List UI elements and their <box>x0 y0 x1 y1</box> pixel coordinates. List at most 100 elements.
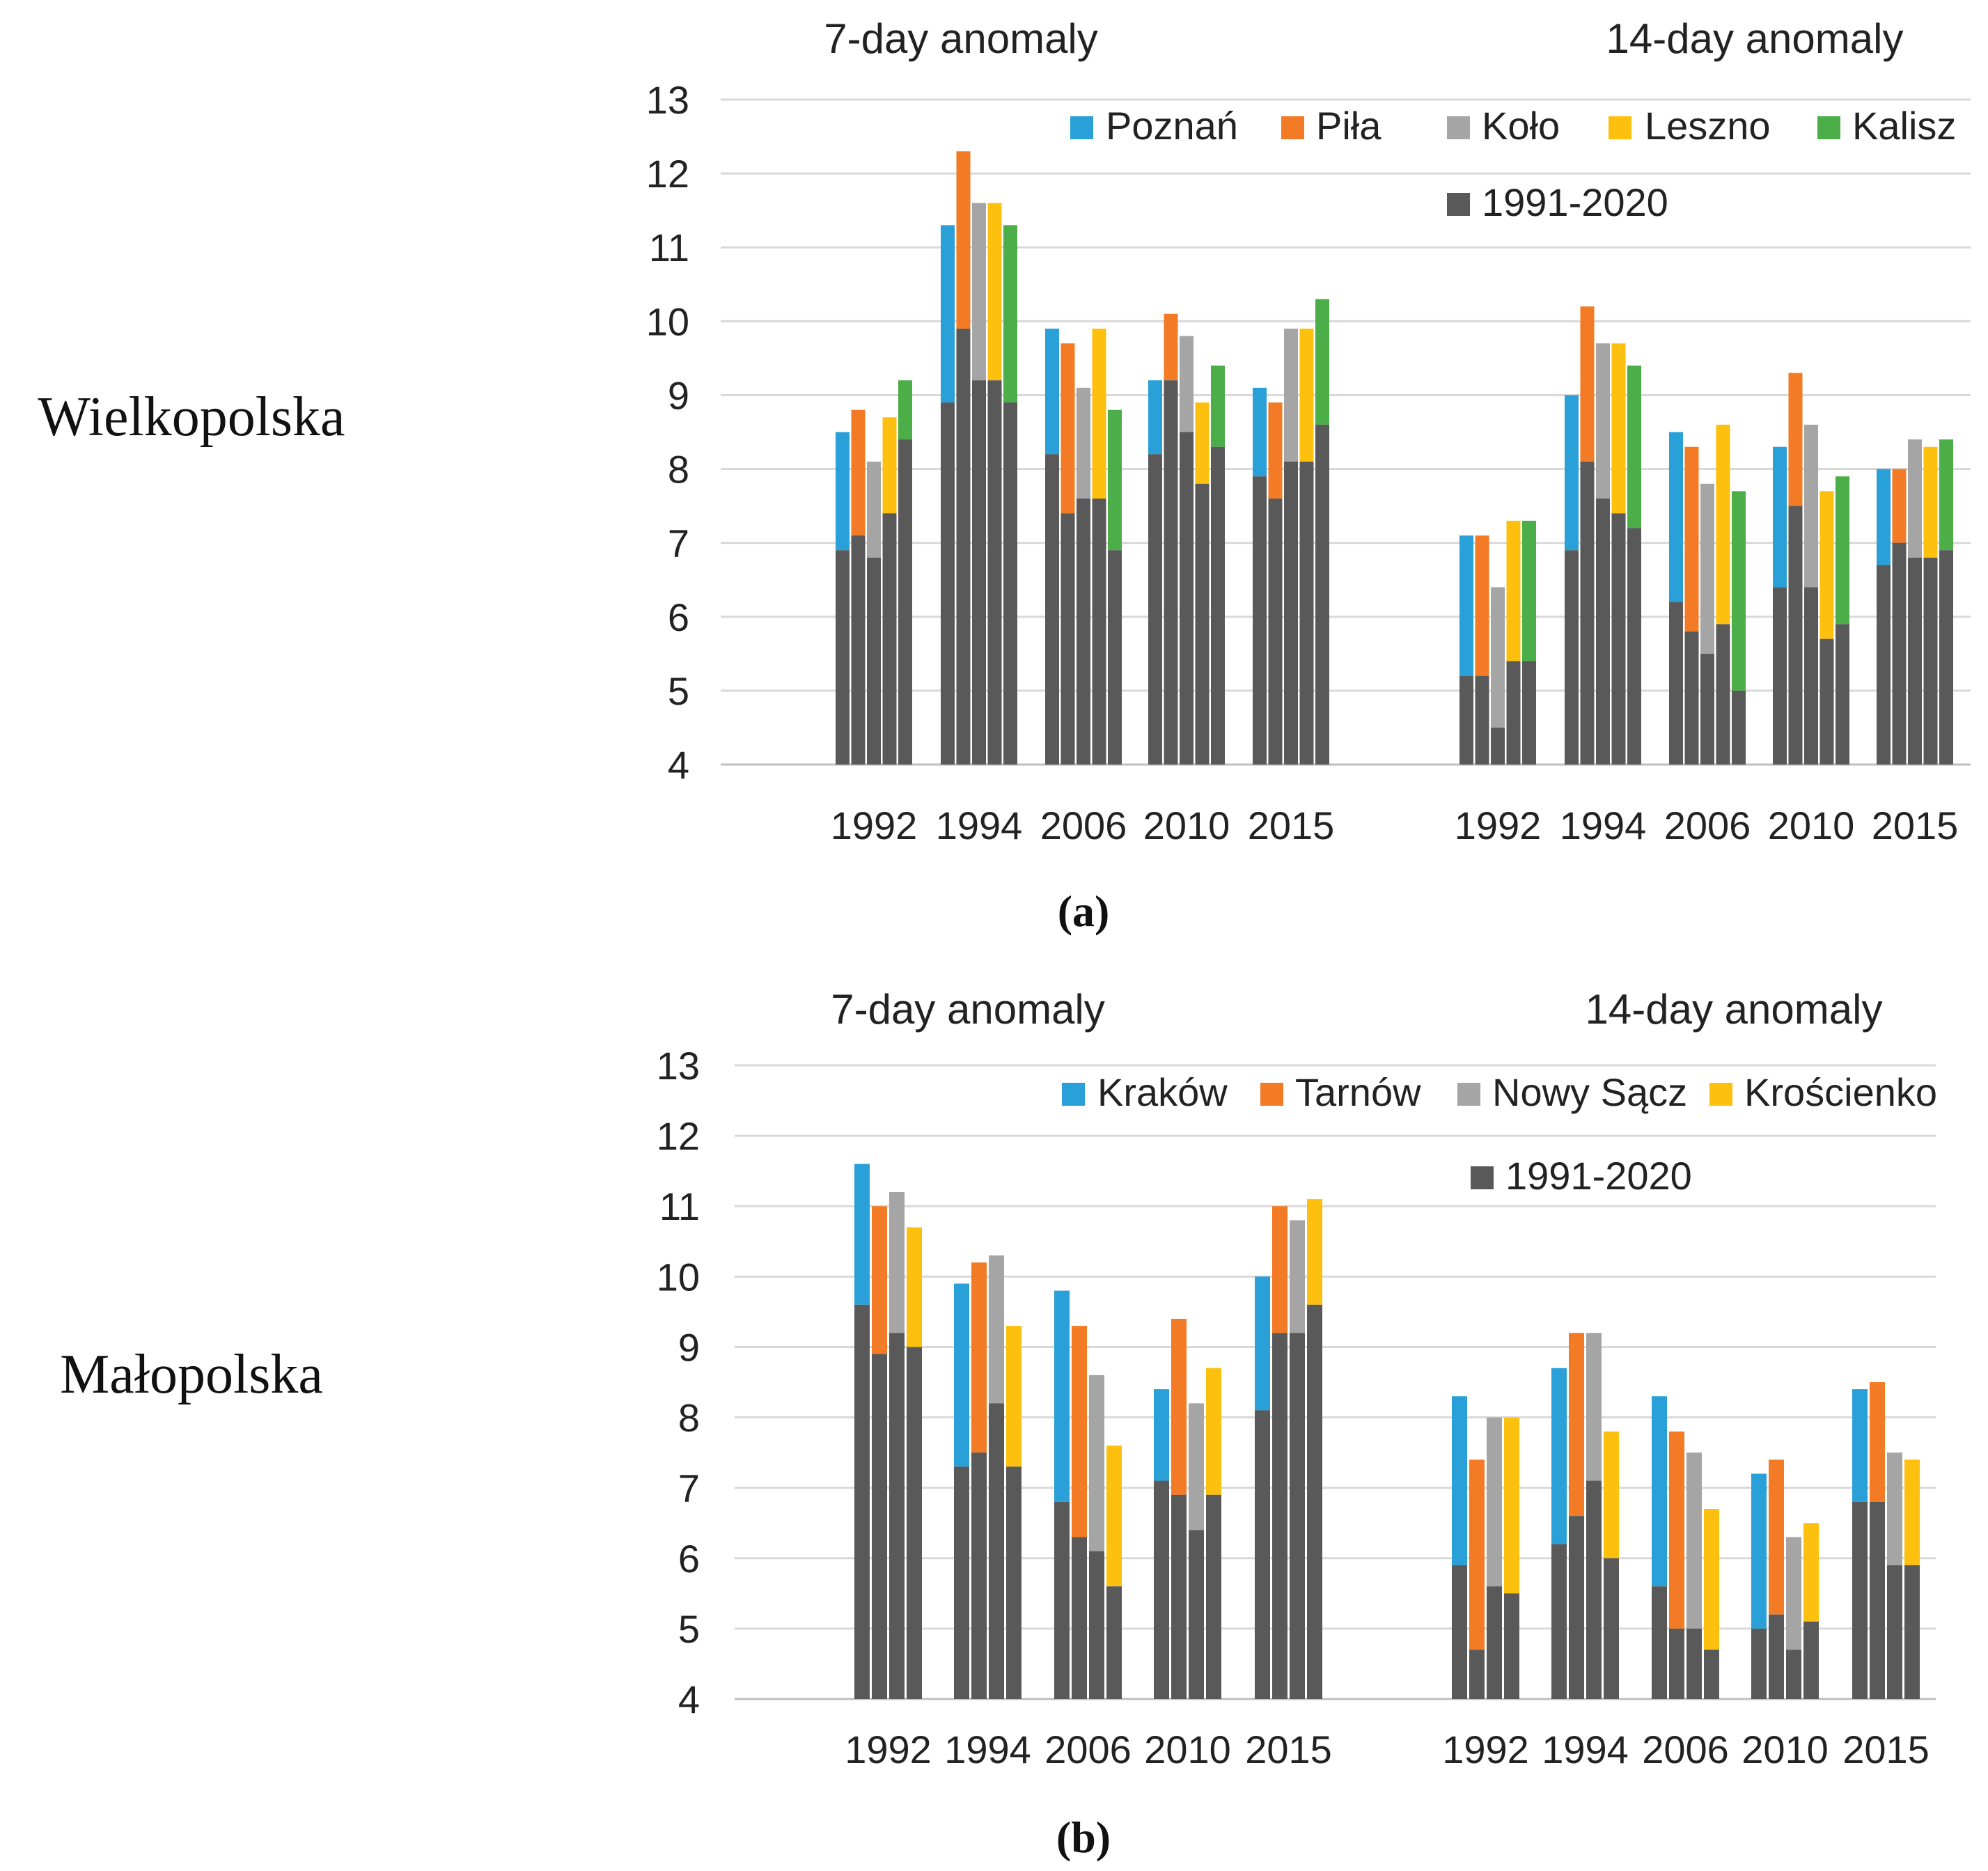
bar-anomaly-kalisz-2006-7-day-anomaly <box>1108 409 1122 551</box>
bar-anomaly-kolo-1992-7-day-anomaly <box>867 461 881 558</box>
bar-anomaly-kolo-2006-14-day-anomaly <box>1700 483 1714 654</box>
bar-baseline-nowy-sacz-2015-14-day-anomaly <box>1887 1565 1902 1699</box>
bar-anomaly-pila-1994-14-day-anomaly <box>1580 306 1595 462</box>
bar-anomaly-leszno-1994-7-day-anomaly <box>987 203 1002 381</box>
bar-baseline-kolo-1992-14-day-anomaly <box>1491 727 1505 765</box>
legend-label-nowy-sacz: Nowy Sącz <box>1492 1070 1687 1114</box>
bar-anomaly-pila-1994-7-day-anomaly <box>956 151 971 329</box>
x-tick-label: 1994 <box>936 804 1023 847</box>
bar-anomaly-krakow-2010-14-day-anomaly <box>1751 1473 1767 1629</box>
region-label-a: Wielkopolska <box>38 386 345 448</box>
bar-baseline-pila-2006-7-day-anomaly <box>1060 513 1075 765</box>
bar-anomaly-kroscienko-1992-14-day-anomaly <box>1504 1417 1519 1594</box>
legend-label-pila: Piła <box>1316 104 1382 148</box>
bar-baseline-poznan-1994-14-day-anomaly <box>1565 550 1579 765</box>
legend-swatch-kolo <box>1447 116 1470 139</box>
bar-baseline-krakow-2015-14-day-anomaly <box>1852 1501 1868 1699</box>
bar-anomaly-kroscienko-2010-14-day-anomaly <box>1803 1523 1819 1622</box>
bar-baseline-kroscienko-2006-7-day-anomaly <box>1106 1586 1122 1699</box>
legend-item-nowy-sacz: Nowy Sącz <box>1457 1070 1687 1114</box>
x-tick-label: 1992 <box>845 1728 932 1771</box>
bar-baseline-krakow-2010-14-day-anomaly <box>1751 1628 1767 1699</box>
bars-a <box>836 151 1953 765</box>
legend-item-poznan: Poznań <box>1070 104 1238 148</box>
legend-label-baseline-a: 1991-2020 <box>1482 180 1668 224</box>
bar-anomaly-tarnow-1994-14-day-anomaly <box>1569 1333 1584 1517</box>
y-tick-label: 5 <box>668 669 689 713</box>
bar-anomaly-kolo-1992-14-day-anomaly <box>1491 587 1505 728</box>
x-tick-label: 2010 <box>1742 1728 1829 1771</box>
bar-baseline-kalisz-2010-14-day-anomaly <box>1836 624 1849 765</box>
bar-baseline-pila-1992-7-day-anomaly <box>851 535 866 765</box>
y-tick-label: 13 <box>646 78 689 122</box>
x-tick-label: 2010 <box>1768 804 1855 847</box>
bar-anomaly-nowy-sacz-2006-14-day-anomaly <box>1686 1453 1702 1629</box>
bar-anomaly-nowy-sacz-2015-7-day-anomaly <box>1290 1220 1305 1333</box>
bar-baseline-poznan-2006-14-day-anomaly <box>1669 602 1683 765</box>
bar-anomaly-tarnow-2006-14-day-anomaly <box>1669 1431 1684 1629</box>
bar-anomaly-kalisz-2015-14-day-anomaly <box>1939 439 1953 551</box>
y-tick-label: 12 <box>657 1114 700 1158</box>
bar-baseline-kalisz-2010-7-day-anomaly <box>1211 446 1225 765</box>
bar-baseline-kalisz-1992-14-day-anomaly <box>1522 661 1536 765</box>
gridlines-b <box>735 1064 1936 1700</box>
bar-anomaly-kalisz-1994-14-day-anomaly <box>1627 366 1641 529</box>
legend-swatch-leszno <box>1609 116 1631 139</box>
panel-title-7day-b: 7-day anomaly <box>831 986 1105 1033</box>
x-tick-labels-a: 1992 1994 2006 2010 2015 1992 1994 2006 2010 2015 <box>831 804 1959 847</box>
bar-baseline-kroscienko-2010-7-day-anomaly <box>1206 1494 1221 1699</box>
bar-baseline-kroscienko-2010-14-day-anomaly <box>1803 1621 1819 1699</box>
bar-baseline-leszno-1994-14-day-anomaly <box>1611 513 1626 765</box>
bar-anomaly-kroscienko-1992-7-day-anomaly <box>907 1227 922 1347</box>
bar-baseline-leszno-1994-7-day-anomaly <box>987 380 1002 765</box>
bar-anomaly-kolo-2006-7-day-anomaly <box>1077 387 1090 499</box>
bar-anomaly-krakow-2006-14-day-anomaly <box>1652 1396 1667 1587</box>
bar-baseline-tarnow-1994-14-day-anomaly <box>1569 1516 1584 1699</box>
bar-anomaly-kolo-2015-14-day-anomaly <box>1908 439 1922 558</box>
bar-anomaly-kroscienko-2006-14-day-anomaly <box>1704 1509 1719 1650</box>
bar-anomaly-nowy-sacz-1994-7-day-anomaly <box>989 1255 1004 1404</box>
y-tick-label: 9 <box>678 1325 700 1369</box>
bar-anomaly-kolo-2015-7-day-anomaly <box>1284 328 1298 462</box>
bar-anomaly-nowy-sacz-1992-14-day-anomaly <box>1487 1417 1502 1587</box>
bar-anomaly-kroscienko-2010-7-day-anomaly <box>1206 1368 1221 1495</box>
bar-anomaly-pila-2015-14-day-anomaly <box>1892 469 1907 543</box>
bar-anomaly-kroscienko-1994-14-day-anomaly <box>1604 1431 1619 1558</box>
bar-baseline-tarnow-2010-14-day-anomaly <box>1769 1614 1784 1699</box>
legend-swatch-pila <box>1281 116 1304 139</box>
bar-baseline-leszno-2015-14-day-anomaly <box>1923 557 1938 765</box>
bar-baseline-tarnow-2015-14-day-anomaly <box>1870 1501 1885 1699</box>
chart-b: Małopolska 7-day anomaly 14-day anomaly … <box>60 986 1937 1862</box>
bar-anomaly-nowy-sacz-2010-14-day-anomaly <box>1786 1537 1801 1650</box>
panel-title-14day-a: 14-day anomaly <box>1606 15 1904 62</box>
bar-baseline-leszno-1992-7-day-anomaly <box>882 513 897 765</box>
bar-baseline-kalisz-2006-14-day-anomaly <box>1732 690 1746 765</box>
bar-anomaly-nowy-sacz-1994-14-day-anomaly <box>1586 1333 1602 1481</box>
bar-anomaly-nowy-sacz-2015-14-day-anomaly <box>1887 1453 1902 1565</box>
bar-baseline-nowy-sacz-1994-7-day-anomaly <box>989 1403 1004 1699</box>
bar-baseline-krakow-2010-7-day-anomaly <box>1154 1480 1169 1699</box>
y-tick-label: 10 <box>646 299 689 343</box>
bar-baseline-nowy-sacz-2015-7-day-anomaly <box>1290 1333 1305 1699</box>
bar-anomaly-leszno-2010-14-day-anomaly <box>1819 491 1834 639</box>
bar-baseline-leszno-1992-14-day-anomaly <box>1506 661 1521 765</box>
legend-item-leszno: Leszno <box>1609 104 1771 148</box>
legend-swatch-poznan <box>1070 116 1093 139</box>
caption-b: (b) <box>1056 1813 1111 1862</box>
legend-item-baseline-a: 1991-2020 <box>1447 180 1668 224</box>
legend-label-baseline-b: 1991-2020 <box>1505 1154 1692 1198</box>
legend-swatch-baseline-b <box>1471 1166 1494 1189</box>
bar-baseline-kroscienko-1992-7-day-anomaly <box>907 1347 922 1699</box>
bar-baseline-kroscienko-2006-14-day-anomaly <box>1704 1650 1719 1699</box>
bar-baseline-poznan-1992-7-day-anomaly <box>836 550 850 765</box>
bar-baseline-leszno-2006-7-day-anomaly <box>1092 499 1106 765</box>
y-tick-label: 12 <box>646 152 689 196</box>
y-tick-label: 8 <box>678 1396 700 1440</box>
bar-anomaly-kroscienko-2015-14-day-anomaly <box>1904 1459 1920 1565</box>
legend-swatch-kroscienko <box>1709 1083 1732 1106</box>
bar-anomaly-poznan-2010-7-day-anomaly <box>1148 380 1162 455</box>
bar-baseline-nowy-sacz-1994-14-day-anomaly <box>1586 1480 1602 1699</box>
legend-item-pila: Piła <box>1281 104 1382 148</box>
y-tick-label: 6 <box>678 1537 700 1581</box>
